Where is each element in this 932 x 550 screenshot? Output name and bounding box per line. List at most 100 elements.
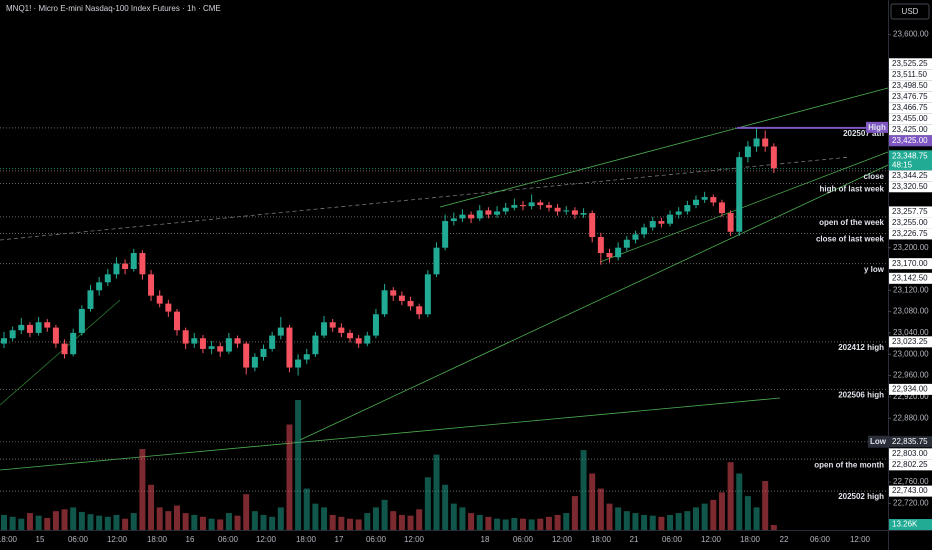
volume-bar xyxy=(9,516,16,530)
candle-body xyxy=(589,213,596,238)
volume-bar xyxy=(130,513,137,530)
x-tick-label: 18:00 xyxy=(147,535,168,544)
volume-bar xyxy=(87,514,94,530)
volume-bar xyxy=(442,484,449,530)
volume-bar xyxy=(770,525,777,530)
candle-body xyxy=(762,138,769,147)
candle-body xyxy=(269,335,276,349)
volume-bar xyxy=(96,515,103,530)
volume-bar xyxy=(528,519,535,530)
volume-bar xyxy=(321,507,328,530)
candle-body xyxy=(148,274,155,296)
volume-bar xyxy=(347,518,353,530)
level-price-label: 23,257.75 xyxy=(892,207,928,216)
volume-bar xyxy=(545,516,552,530)
y-tick-label: 23,120.00 xyxy=(893,285,929,294)
candle-body xyxy=(563,210,570,212)
volume-bar xyxy=(364,513,371,530)
x-tick-label: 12:00 xyxy=(701,535,722,544)
volume-bar xyxy=(217,519,224,530)
y-tick-label: 22,720.00 xyxy=(893,498,929,507)
volume-bar xyxy=(675,513,682,530)
volume-bar xyxy=(312,503,319,530)
x-tick-label: 17 xyxy=(335,535,344,544)
level-price-label: 22,835.75 xyxy=(892,437,928,446)
candle-body xyxy=(1,338,7,344)
volume-bar xyxy=(355,519,362,530)
candle-body xyxy=(199,338,206,349)
drawings xyxy=(0,87,889,471)
level-price-label: 23,498.50 xyxy=(892,81,928,90)
x-tick-label: 21 xyxy=(630,535,639,544)
candle-body xyxy=(35,322,42,333)
currency-label[interactable]: USD xyxy=(902,7,919,16)
level-price-box xyxy=(889,69,932,81)
time-axis: 18:00 15 06:00 12:00 18:00 16 06:00 12:00 18:00 1… xyxy=(0,535,871,544)
volume-bar xyxy=(234,515,241,530)
level-price-label: 22,803.00 xyxy=(892,449,928,458)
level-price-box xyxy=(889,383,932,395)
volume-bar xyxy=(156,507,163,530)
candle-body xyxy=(485,210,492,215)
level-price-label: 23,476.75 xyxy=(892,92,928,101)
x-tick-label: 06:00 xyxy=(68,535,89,544)
candle-body xyxy=(537,202,544,206)
volume-bar xyxy=(727,462,734,530)
candle-body xyxy=(528,202,535,207)
level-price-box xyxy=(889,80,932,92)
volume-bar xyxy=(580,450,587,530)
volume-bar xyxy=(615,507,622,530)
candle-body xyxy=(770,146,777,169)
level-price-box xyxy=(889,170,932,182)
volume-bar xyxy=(174,505,180,530)
level-price-box xyxy=(889,228,932,240)
volume-bar xyxy=(641,514,648,530)
level-price-label: 23,525.25 xyxy=(892,59,928,68)
level-name: open of the month xyxy=(814,460,884,469)
candle-body xyxy=(347,332,353,339)
candle-body xyxy=(9,330,16,339)
candle-body xyxy=(139,253,146,275)
level-name: open of the week xyxy=(819,218,884,227)
candle-body xyxy=(338,327,345,333)
x-tick-label: 22 xyxy=(780,535,789,544)
x-tick-label: 18:00 xyxy=(740,535,761,544)
candle-body xyxy=(260,348,267,357)
currency-button[interactable] xyxy=(890,3,930,20)
volume-bar xyxy=(537,518,544,530)
volume-bar xyxy=(736,473,743,530)
level-name: Low xyxy=(870,437,887,446)
candle-body xyxy=(450,218,457,222)
level-price-label: 23,511.50 xyxy=(892,70,928,79)
volume-bar xyxy=(520,518,526,530)
level-name: 202412 high xyxy=(838,343,884,352)
volume-bar xyxy=(199,516,206,530)
candle-body xyxy=(113,263,120,275)
candle-body xyxy=(701,197,708,200)
volume-bar xyxy=(433,454,440,530)
volume-bar xyxy=(571,496,578,530)
volume-bar xyxy=(372,507,379,530)
level-price-box xyxy=(889,206,932,218)
x-tick-label: 12:00 xyxy=(107,535,128,544)
candle-body xyxy=(390,290,397,296)
level-price-label: 23,425.00 xyxy=(892,136,928,145)
candle-body xyxy=(44,322,51,328)
level-price-label: 23,425.00 xyxy=(892,125,928,134)
candle-body xyxy=(398,295,405,301)
x-tick-label: 15 xyxy=(36,535,45,544)
candle-body xyxy=(684,205,691,212)
volume-bar xyxy=(485,516,492,530)
volume-label-box xyxy=(889,519,932,530)
level-price-box xyxy=(889,135,932,147)
volume-bar xyxy=(139,448,146,530)
y-tick-label: 22,920.00 xyxy=(893,392,929,401)
candle-body xyxy=(286,327,293,368)
volume-bar xyxy=(286,424,293,530)
candle-body xyxy=(623,239,630,248)
level-price-label: 22,743.00 xyxy=(892,486,928,495)
candle-body xyxy=(251,356,258,368)
candle-body xyxy=(130,253,137,269)
volume-bar xyxy=(35,515,42,530)
candle-body xyxy=(104,274,111,283)
